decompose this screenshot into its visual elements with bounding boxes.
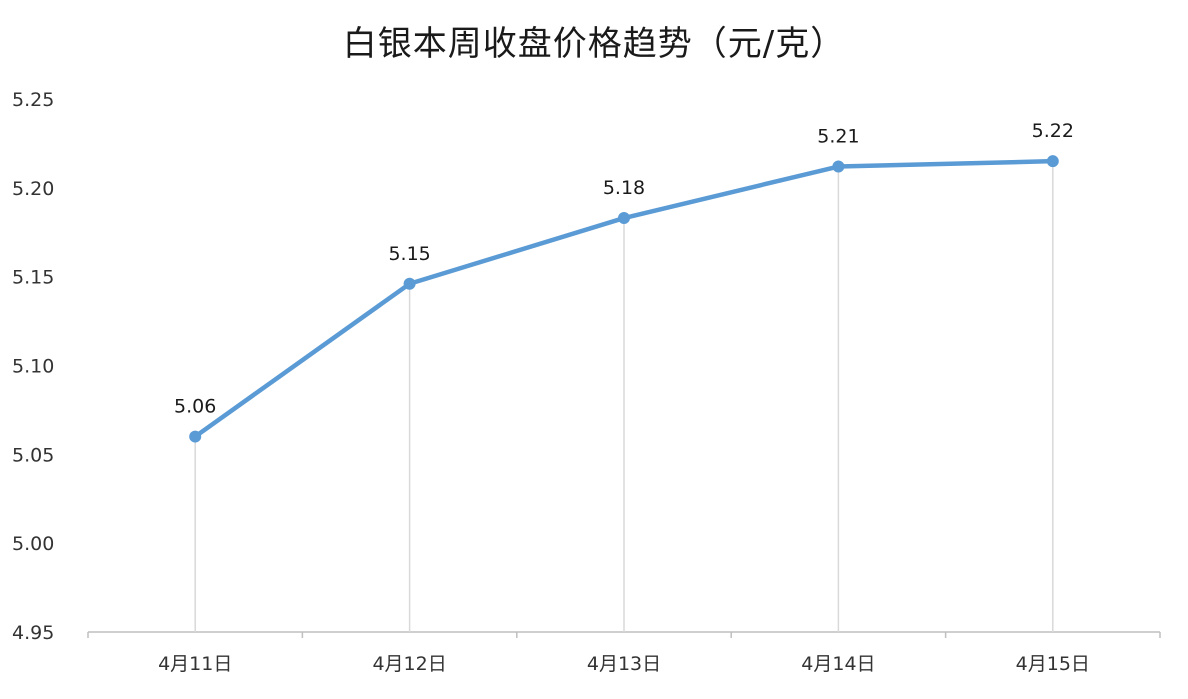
y-tick-label: 5.20 — [12, 178, 54, 200]
data-label: 5.22 — [1032, 120, 1074, 142]
y-tick-label: 5.00 — [12, 533, 54, 555]
x-tick-label: 4月11日 — [158, 653, 232, 675]
data-label: 5.18 — [603, 177, 645, 199]
x-tick-label: 4月13日 — [587, 653, 661, 675]
y-tick-label: 5.15 — [12, 267, 54, 289]
x-axis: 4月11日 4月12日 4月13日 4月14日 4月15日 — [87, 631, 1161, 675]
y-tick-label: 5.25 — [12, 89, 54, 111]
data-label: 5.15 — [388, 243, 430, 265]
drop-lines — [194, 161, 1054, 632]
x-tick-label: 4月14日 — [801, 653, 875, 675]
data-point — [832, 160, 845, 173]
y-tick-label: 5.05 — [12, 444, 54, 466]
data-labels: 5.06 5.15 5.18 5.21 5.22 — [174, 120, 1074, 417]
y-tick-label: 5.10 — [12, 356, 54, 378]
data-point — [618, 212, 630, 225]
data-point — [189, 430, 202, 443]
x-tick-label: 4月15日 — [1016, 653, 1090, 675]
data-label: 5.06 — [174, 396, 216, 418]
data-label: 5.21 — [817, 126, 859, 148]
x-tick-label: 4月12日 — [372, 653, 446, 675]
y-tick-label: 4.95 — [12, 622, 54, 644]
data-point — [403, 277, 416, 290]
y-axis: 4.95 5.00 5.05 5.10 5.15 5.20 5.25 — [12, 89, 54, 644]
data-point — [1046, 155, 1059, 168]
series-layer — [189, 155, 1059, 443]
chart-title: 白银本周收盘价格趋势（元/克） — [342, 24, 846, 64]
